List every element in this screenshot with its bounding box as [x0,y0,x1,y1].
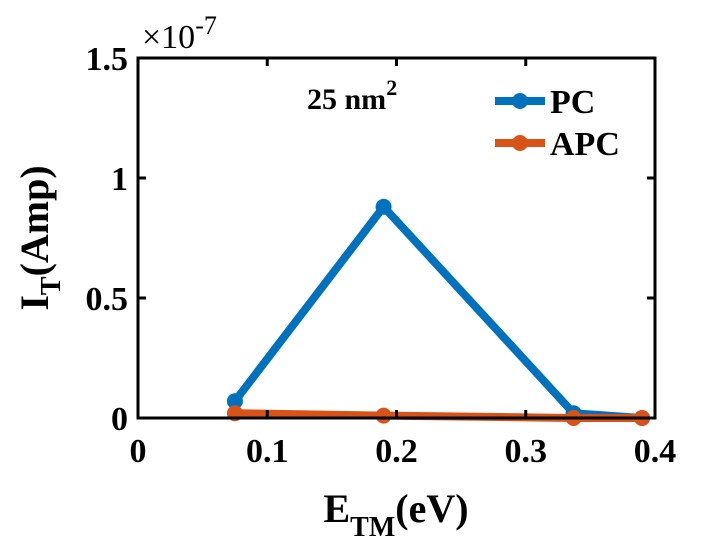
chart-annotation: 25 nm2 [307,75,397,116]
data-point-pc [375,198,392,215]
legend: PC APC [495,84,620,163]
x-tick-label: 0 [130,433,147,470]
x-axis-title: ETM(eV) [323,486,468,543]
y-tick-label: 0 [111,401,128,438]
legend-label-apc: APC [550,126,620,163]
annotation-text: 25 nm [307,83,386,116]
y-tick-label: 1 [111,161,128,198]
x-tick-label: 0.1 [246,433,289,470]
y-axis-title-unit: (Amp) [12,165,57,276]
x-axis-title-unit: (eV) [395,486,468,531]
y-tick-label: 0.5 [86,281,129,318]
y-axis-title-main: I [12,295,57,311]
y-axis-exponent: ×10-7 [142,11,217,56]
legend-marker-pc [512,93,528,109]
y-axis-title-sub: T [36,276,67,295]
x-tick-label: 0.3 [505,433,548,470]
annotation-superscript: 2 [386,75,397,100]
legend-label-pc: PC [550,84,595,121]
y-tick-label: 1.5 [86,41,129,78]
legend-marker-apc [512,135,528,151]
y-axis-title: IT(Amp) [12,165,67,310]
data-point-apc [375,407,392,424]
x-tick-label: 0.2 [375,433,418,470]
x-tick-label: 0.4 [634,433,677,470]
y-exponent-base: ×10 [142,19,195,56]
data-point-pc [226,393,243,410]
x-axis-title-main: E [323,486,350,531]
svg-text:×10-7: ×10-7 [142,11,217,56]
x-axis-title-sub: TM [350,512,395,543]
y-exponent-power: -7 [195,11,217,40]
